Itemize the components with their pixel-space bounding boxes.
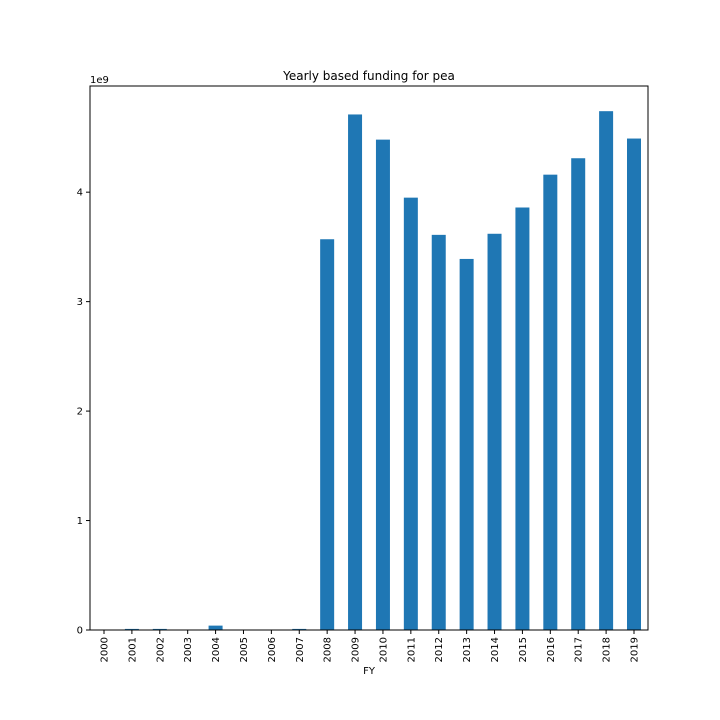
- bar-2018: [599, 111, 614, 631]
- bar-2009: [348, 114, 363, 630]
- plot-area-frame: [89, 85, 649, 631]
- bar-2012: [431, 234, 446, 631]
- x-tick-label: 2008: [323, 637, 334, 662]
- x-tick-label: 2012: [434, 637, 445, 662]
- bar-2010: [375, 139, 390, 630]
- x-tick-label: 2003: [183, 637, 194, 662]
- x-tick-label: 2000: [100, 637, 111, 662]
- chart-title: Yearly based funding for pea: [282, 69, 455, 83]
- y-axis-offset-label: 1e9: [90, 75, 109, 86]
- x-tick-label: 2014: [490, 637, 501, 662]
- x-axis-ticks: 2000 2001 2002 2003 2004 2005 2006 2007 2008 2009…: [100, 630, 641, 662]
- bars-group: [124, 111, 641, 631]
- y-tick-label: 1: [77, 516, 83, 527]
- y-axis-ticks: 0 1 2 3 4: [77, 188, 90, 637]
- y-tick-label: 2: [77, 407, 83, 418]
- x-tick-label: 2013: [462, 637, 473, 662]
- x-tick-label: 2004: [211, 637, 222, 662]
- x-tick-label: 2001: [127, 637, 138, 662]
- x-tick-label: 2019: [630, 637, 641, 662]
- x-tick-label: 2009: [351, 637, 362, 662]
- bar-2007: [292, 628, 307, 630]
- bar-2014: [487, 233, 502, 630]
- x-tick-label: 2011: [406, 637, 417, 662]
- bar-2002: [152, 628, 167, 630]
- bar-2011: [403, 197, 418, 630]
- y-tick-label: 0: [77, 626, 83, 637]
- x-tick-label: 2006: [267, 637, 278, 662]
- x-tick-label: 2007: [295, 637, 306, 662]
- x-tick-label: 2017: [574, 637, 585, 662]
- x-tick-label: 2002: [155, 637, 166, 662]
- x-tick-label: 2015: [518, 637, 529, 662]
- bar-2008: [320, 239, 335, 631]
- x-tick-label: 2005: [239, 637, 250, 662]
- bar-2019: [627, 138, 641, 631]
- bar-2004: [208, 625, 223, 630]
- x-tick-label: 2010: [378, 637, 389, 662]
- bar-2013: [459, 258, 474, 630]
- x-axis-label: FY: [363, 666, 376, 677]
- bar-2015: [515, 207, 530, 630]
- bar-2017: [571, 158, 586, 631]
- bar-2016: [543, 174, 558, 630]
- y-tick-label: 3: [77, 297, 83, 308]
- x-tick-label: 2018: [602, 637, 613, 662]
- bar-2001: [124, 628, 139, 630]
- x-tick-label: 2016: [546, 637, 557, 662]
- y-tick-label: 4: [77, 188, 83, 199]
